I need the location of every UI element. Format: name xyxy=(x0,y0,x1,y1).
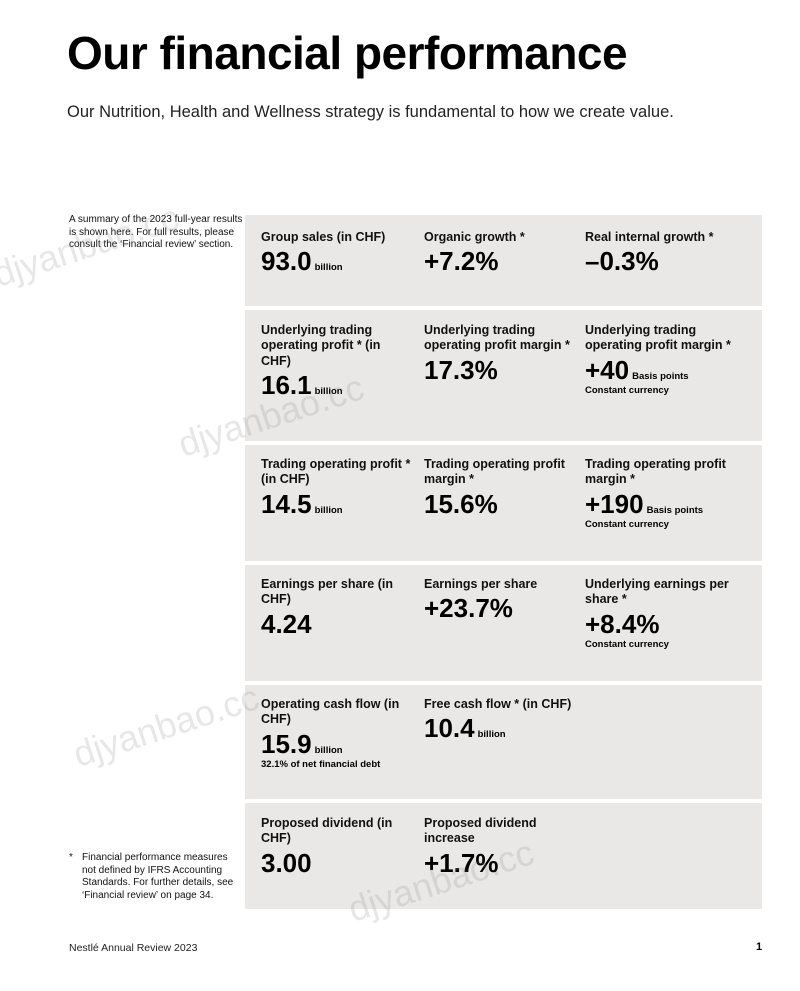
metric-value-line: 14.5 billion xyxy=(261,491,411,517)
metric-value-line: +7.2% xyxy=(424,248,574,274)
metric-value: 93.0 xyxy=(261,246,312,277)
metric-label: Group sales (in CHF) xyxy=(261,230,386,244)
metric-unit: billion xyxy=(314,504,343,516)
metric-value-line: 15.6% xyxy=(424,491,574,517)
metric-cell: Organic growth * +7.2% xyxy=(424,230,574,274)
metric-cell: Group sales (in CHF) 93.0 billion xyxy=(261,230,411,274)
metric-label: Underlying trading operating profit marg… xyxy=(585,323,731,353)
metric-cell: Trading operating profit margin * 15.6% xyxy=(424,457,574,517)
metric-value-line: +23.7% xyxy=(424,595,574,621)
metric-value: 4.24 xyxy=(261,608,312,639)
metric-cell: Earnings per share (in CHF) 4.24 xyxy=(261,577,411,637)
metric-value: +23.7% xyxy=(424,593,513,624)
metric-value-line: 93.0 billion xyxy=(261,248,411,274)
metric-label: Underlying trading operating profit marg… xyxy=(424,323,570,353)
metric-value-line: 17.3% xyxy=(424,357,574,383)
metric-value: 10.4 xyxy=(424,713,475,744)
metric-value: +40 xyxy=(585,354,630,385)
metric-value: +7.2% xyxy=(424,246,499,277)
metric-label: Trading operating profit margin * xyxy=(424,457,565,487)
metric-cell: Earnings per share +23.7% xyxy=(424,577,574,621)
metrics-row: Underlying trading operating profit * (i… xyxy=(245,310,762,441)
metric-value: 14.5 xyxy=(261,488,312,519)
metrics-row: Group sales (in CHF) 93.0 billion Organic… xyxy=(245,215,762,306)
footnote-text: Financial performance measures not defin… xyxy=(82,852,234,901)
watermark: djyanbao.cc xyxy=(68,676,264,775)
metric-value: 3.00 xyxy=(261,847,312,878)
metric-value-line: 3.00 xyxy=(261,850,411,876)
metric-label: Organic growth * xyxy=(424,230,525,244)
metric-cell: Proposed dividend (in CHF) 3.00 xyxy=(261,816,411,876)
metric-value-line: –0.3% xyxy=(585,248,750,274)
metric-label: Trading operating profit margin * xyxy=(585,457,726,487)
metrics-row: Trading operating profit * (in CHF) 14.5… xyxy=(245,445,762,561)
metric-cell: Real internal growth * –0.3% xyxy=(585,230,750,274)
metric-value-line: +40 Basis points xyxy=(585,357,750,383)
metrics-row: Earnings per share (in CHF) 4.24 Earning… xyxy=(245,565,762,681)
metric-value-line: +8.4% xyxy=(585,611,750,637)
metric-unit: billion xyxy=(314,385,343,397)
metric-value: +1.7% xyxy=(424,847,499,878)
metric-value: 17.3% xyxy=(424,354,498,385)
metric-label: Underlying trading operating profit * (i… xyxy=(261,323,381,368)
footer-publication: Nestlé Annual Review 2023 xyxy=(69,942,198,954)
metric-unit: Basis points xyxy=(646,504,704,516)
metric-value: 15.9 xyxy=(261,728,312,759)
metric-value-line: 15.9 billion xyxy=(261,731,411,757)
metric-cell: Underlying trading operating profit marg… xyxy=(585,323,750,396)
footnote-marker: * xyxy=(69,852,73,863)
metric-label: Underlying earnings per share * xyxy=(585,577,729,607)
metric-cell: Proposed dividend increase +1.7% xyxy=(424,816,574,876)
metric-note: 32.1% of net financial debt xyxy=(261,758,381,770)
metric-cell: Trading operating profit * (in CHF) 14.5… xyxy=(261,457,411,517)
page-number: 1 xyxy=(756,941,763,953)
metric-label: Trading operating profit * (in CHF) xyxy=(261,457,411,487)
metric-value-line: 10.4 billion xyxy=(424,715,574,741)
metric-value-line: +190 Basis points xyxy=(585,491,750,517)
metric-value-line: +1.7% xyxy=(424,850,574,876)
metric-unit: billion xyxy=(477,729,506,741)
metric-label: Real internal growth * xyxy=(585,230,714,244)
metrics-row: Operating cash flow (in CHF) 15.9 billion… xyxy=(245,685,762,799)
metric-unit: Basis points xyxy=(632,370,689,382)
metric-unit: billion xyxy=(314,744,343,756)
metric-label: Proposed dividend increase xyxy=(424,816,537,846)
metric-value: 15.6% xyxy=(424,488,498,519)
page-subtitle: Our Nutrition, Health and Wellness strat… xyxy=(67,103,674,121)
page-title: Our financial performance xyxy=(67,27,628,79)
metric-label: Earnings per share (in CHF) xyxy=(261,577,393,607)
metric-value: 16.1 xyxy=(261,369,312,400)
footnote: * Financial performance measures not def… xyxy=(69,852,234,902)
metric-note: Constant currency xyxy=(585,384,669,396)
metric-value: +8.4% xyxy=(585,608,660,639)
metric-cell: Underlying trading operating profit marg… xyxy=(424,323,574,383)
metric-value-line: 16.1 billion xyxy=(261,372,411,398)
metric-label: Proposed dividend (in CHF) xyxy=(261,816,393,846)
metric-cell: Underlying earnings per share * +8.4% Co… xyxy=(585,577,750,650)
metric-value-line: 4.24 xyxy=(261,611,411,637)
metric-note: Constant currency xyxy=(585,638,669,650)
summary-note: A summary of the 2023 full-year results … xyxy=(69,214,243,250)
metric-note: Constant currency xyxy=(585,518,669,530)
metrics-row: Proposed dividend (in CHF) 3.00 Proposed… xyxy=(245,803,762,909)
metric-label: Operating cash flow (in CHF) xyxy=(261,697,400,727)
metric-cell: Free cash flow * (in CHF) 10.4 billion xyxy=(424,697,574,741)
metric-unit: billion xyxy=(314,262,343,274)
metric-cell: Trading operating profit margin * +190 Ba… xyxy=(585,457,750,530)
metric-value: –0.3% xyxy=(585,246,659,277)
metric-value: +190 xyxy=(585,488,644,519)
metric-label: Free cash flow * (in CHF) xyxy=(424,697,572,711)
metric-label: Earnings per share xyxy=(424,577,538,591)
metric-cell: Operating cash flow (in CHF) 15.9 billion… xyxy=(261,697,411,770)
metric-cell: Underlying trading operating profit * (i… xyxy=(261,323,411,398)
